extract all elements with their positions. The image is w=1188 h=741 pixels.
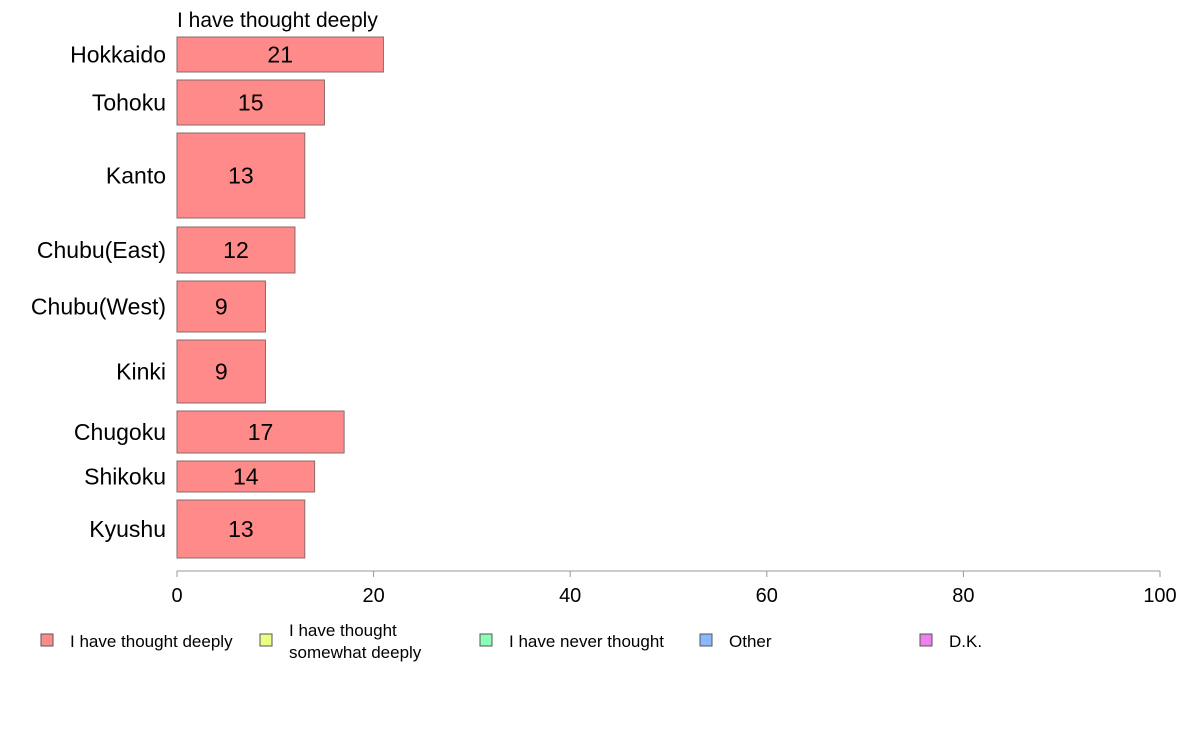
category-label: Shikoku bbox=[84, 464, 166, 490]
bar-value-label: 9 bbox=[215, 359, 228, 385]
category-label: Hokkaido bbox=[70, 42, 166, 68]
x-tick-label: 20 bbox=[362, 585, 384, 607]
legend-item: I have thought somewhat deeply bbox=[259, 621, 422, 662]
x-tick-label: 40 bbox=[559, 585, 581, 607]
legend-label: D.K. bbox=[949, 632, 982, 651]
category-label: Kyushu bbox=[89, 516, 166, 542]
category-label: Kinki bbox=[116, 359, 166, 385]
legend-item: I have thought deeply bbox=[40, 632, 233, 651]
x-tick-label: 100 bbox=[1143, 585, 1176, 607]
bar-value-label: 21 bbox=[267, 42, 293, 68]
legend-label: I have thought bbox=[289, 621, 397, 640]
bar bbox=[176, 280, 266, 333]
category-label: Tohoku bbox=[92, 90, 166, 116]
bar bbox=[176, 499, 306, 559]
x-tick-label: 60 bbox=[756, 585, 778, 607]
legend-swatch bbox=[479, 633, 493, 647]
bar bbox=[176, 410, 345, 454]
legend-item: Other bbox=[699, 632, 772, 651]
bar bbox=[176, 132, 306, 219]
legend-swatch bbox=[259, 633, 273, 647]
legend-swatch bbox=[699, 633, 713, 647]
bar bbox=[176, 339, 266, 404]
chart-title: I have thought deeply bbox=[177, 9, 378, 32]
legend-item: D.K. bbox=[919, 632, 982, 651]
bar bbox=[176, 226, 296, 274]
category-label: Kanto bbox=[106, 163, 166, 189]
category-label: Chugoku bbox=[74, 419, 166, 445]
bar-value-label: 14 bbox=[233, 464, 259, 490]
legend-swatch bbox=[919, 633, 933, 647]
category-label: Chubu(West) bbox=[31, 294, 166, 320]
x-tick-label: 0 bbox=[171, 585, 182, 607]
x-tick-label: 80 bbox=[952, 585, 974, 607]
bar-value-label: 17 bbox=[248, 419, 274, 445]
bar-value-label: 15 bbox=[238, 90, 264, 116]
legend-item: I have never thought bbox=[479, 632, 664, 651]
bar-value-label: 12 bbox=[223, 237, 249, 263]
legend-swatch bbox=[40, 633, 54, 647]
legend-label: somewhat deeply bbox=[289, 643, 422, 662]
x-axis: 0 20 40 60 80 100 bbox=[171, 570, 1177, 607]
bar-value-label: 13 bbox=[228, 163, 254, 189]
bar-value-label: 9 bbox=[215, 294, 228, 320]
bar-value-label: 13 bbox=[228, 516, 254, 542]
bars-layer: Hokkaido 21 Tohoku 15 Kanto 13 Chubu(East) 12 Ch… bbox=[31, 36, 384, 559]
legend-label: I have never thought bbox=[509, 632, 664, 651]
bar bbox=[176, 79, 325, 126]
legend: I have thought deeply I have thought somew… bbox=[40, 621, 982, 662]
bar bbox=[176, 460, 316, 493]
legend-label: Other bbox=[729, 632, 772, 651]
bar bbox=[176, 36, 384, 73]
category-label: Chubu(East) bbox=[37, 237, 166, 263]
legend-label: I have thought deeply bbox=[70, 632, 233, 651]
